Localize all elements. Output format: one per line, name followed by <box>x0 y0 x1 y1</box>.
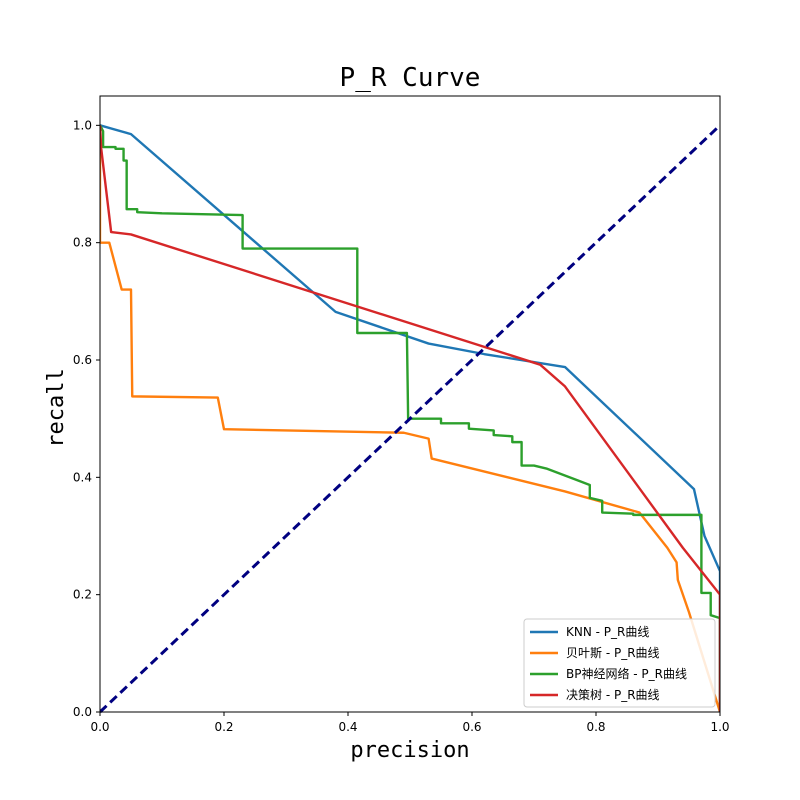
legend-entry: BP神经网络 - P_R曲线 <box>566 666 687 681</box>
x-tick-label: 0.6 <box>462 720 481 734</box>
x-axis-ticks: 0.0 0.2 0.4 0.6 0.8 1.0 <box>90 712 730 734</box>
series-line-3 <box>100 125 720 712</box>
y-axis-ticks: 0.0 0.2 0.4 0.6 0.8 1.0 <box>73 118 100 719</box>
y-tick-label: 0.4 <box>73 470 92 484</box>
x-tick-label: 0.2 <box>214 720 233 734</box>
y-tick-label: 0.2 <box>73 588 92 602</box>
x-tick-label: 0.8 <box>586 720 605 734</box>
plot-area <box>99 95 721 714</box>
reference-diagonal-line <box>100 124 720 714</box>
series-line-1 <box>100 125 720 713</box>
legend-box <box>523 618 716 708</box>
series-line-2 <box>100 124 720 712</box>
y-tick-label: 0.6 <box>73 353 92 367</box>
x-axis-label: precision <box>350 738 469 763</box>
x-tick-label: 0.4 <box>338 720 357 734</box>
legend-entry: 贝叶斯 - P_R曲线 <box>566 646 660 660</box>
chart-title: P_R Curve <box>340 63 481 93</box>
legend-entry: KNN - P_R曲线 <box>566 625 649 639</box>
plot-frame <box>99 95 721 713</box>
x-tick-label: 1.0 <box>710 720 729 734</box>
y-tick-label: 0.0 <box>73 705 92 719</box>
y-tick-label: 0.8 <box>73 236 92 250</box>
plot-background <box>100 96 720 712</box>
y-tick-label: 1.0 <box>73 118 92 132</box>
y-axis-label: recall <box>44 368 69 447</box>
x-tick-label: 0.0 <box>90 720 109 734</box>
legend-entry: 决策树 - P_R曲线 <box>566 687 660 702</box>
